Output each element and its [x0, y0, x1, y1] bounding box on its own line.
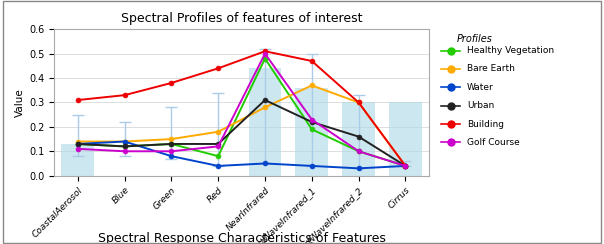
Text: Water: Water: [467, 83, 493, 92]
Bar: [342, 102, 375, 176]
Text: Building: Building: [467, 120, 504, 129]
Text: Bare Earth: Bare Earth: [467, 64, 515, 73]
Bar: [62, 144, 94, 176]
Text: Spectral Response Characteristics of Features: Spectral Response Characteristics of Fea…: [98, 232, 385, 244]
Y-axis label: Value: Value: [15, 88, 25, 117]
Bar: [389, 102, 422, 176]
Bar: [295, 88, 328, 176]
Text: Golf Course: Golf Course: [467, 138, 520, 147]
Text: Profiles: Profiles: [457, 33, 493, 43]
Bar: [249, 68, 281, 176]
Title: Spectral Profiles of features of interest: Spectral Profiles of features of interes…: [121, 12, 362, 25]
Text: Healthy Vegetation: Healthy Vegetation: [467, 46, 554, 55]
Text: Urban: Urban: [467, 101, 494, 110]
